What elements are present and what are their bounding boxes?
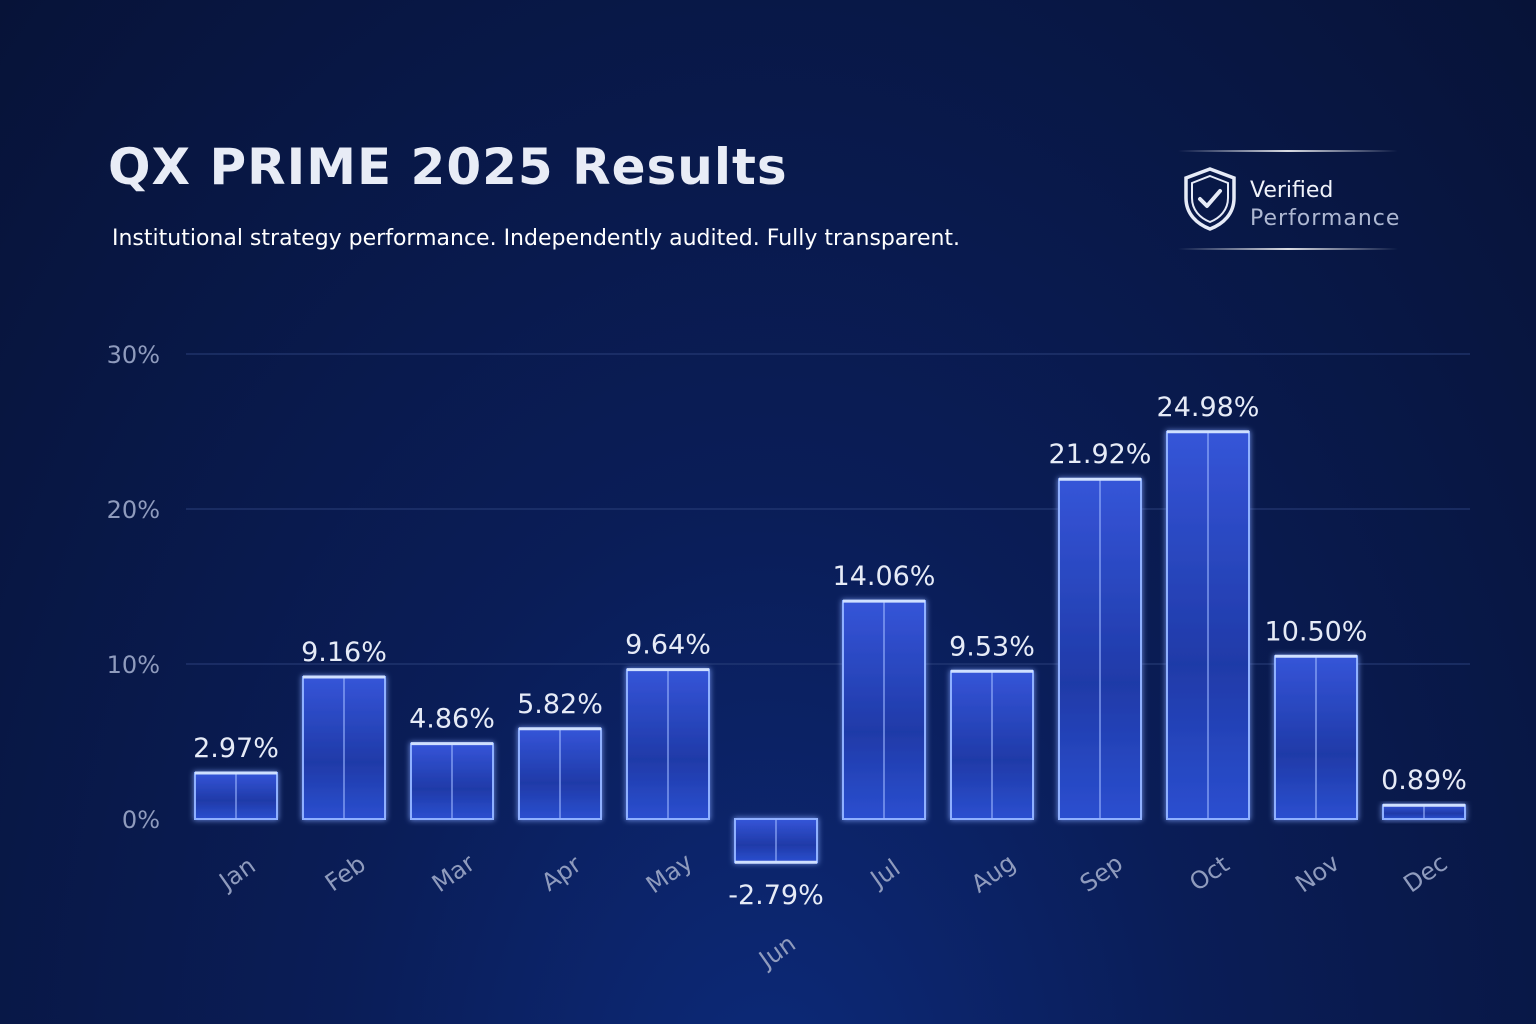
- data-label: 14.06%: [833, 561, 936, 592]
- data-label: 5.82%: [517, 689, 603, 720]
- bar-jan: [194, 771, 278, 821]
- data-label: 2.97%: [193, 733, 279, 764]
- data-label: 9.53%: [949, 631, 1035, 662]
- x-tick-label: Apr: [536, 850, 586, 897]
- bar-oct: [1166, 430, 1250, 820]
- data-label: 10.50%: [1265, 616, 1368, 647]
- bar-may: [626, 668, 710, 821]
- x-tick-label: Jun: [752, 929, 800, 975]
- verified-badge: Verified Performance: [1178, 150, 1401, 250]
- bar-dec: [1382, 803, 1466, 821]
- data-label: 0.89%: [1381, 765, 1467, 796]
- y-tick-label: 10%: [107, 651, 160, 679]
- y-tick-label: 20%: [107, 496, 160, 524]
- chart-subtitle: Institutional strategy performance. Inde…: [112, 226, 961, 251]
- x-tick-label: Oct: [1184, 850, 1234, 897]
- x-tick-label: Jul: [864, 854, 905, 895]
- bar-nov: [1274, 654, 1358, 820]
- x-tick-label: Jan: [213, 851, 261, 896]
- x-tick-label: Dec: [1398, 849, 1452, 899]
- label-layer: 0% 10% 20% 30% 2.97% Jan 9.16% Feb 4.86% Mar 5.82%…: [107, 341, 1467, 975]
- x-tick-label: May: [641, 848, 698, 899]
- data-label: -2.79%: [728, 880, 824, 911]
- bar-feb: [302, 675, 386, 821]
- grid-layer: [182, 353, 1478, 820]
- badge-label-performance: Performance: [1250, 206, 1401, 231]
- bar-jun: [734, 818, 818, 864]
- shield-check-icon: [1184, 167, 1236, 231]
- badge-divider-bottom: [1178, 248, 1398, 250]
- x-tick-label: Aug: [966, 849, 1020, 899]
- bar-aug: [950, 669, 1034, 820]
- y-tick-label: 30%: [107, 341, 160, 369]
- data-label: 21.92%: [1049, 439, 1152, 470]
- bar-sep: [1058, 477, 1142, 820]
- data-label: 24.98%: [1157, 392, 1260, 423]
- x-tick-label: Sep: [1075, 849, 1128, 898]
- x-tick-label: Nov: [1290, 849, 1344, 899]
- x-tick-label: Feb: [320, 850, 371, 897]
- data-label: 9.16%: [301, 637, 387, 668]
- bar-layer: [194, 430, 1466, 864]
- y-tick-label: 0%: [122, 806, 160, 834]
- x-tick-label: Mar: [427, 849, 480, 898]
- bar-apr: [518, 727, 602, 820]
- bar-mar: [410, 742, 494, 820]
- badge-label-verified: Verified: [1250, 178, 1334, 203]
- bar-jul: [842, 599, 926, 820]
- data-label: 9.64%: [625, 630, 711, 661]
- badge-divider-top: [1178, 150, 1398, 152]
- data-label: 4.86%: [409, 704, 495, 735]
- chart-title: QX PRIME 2025 Results: [108, 138, 788, 196]
